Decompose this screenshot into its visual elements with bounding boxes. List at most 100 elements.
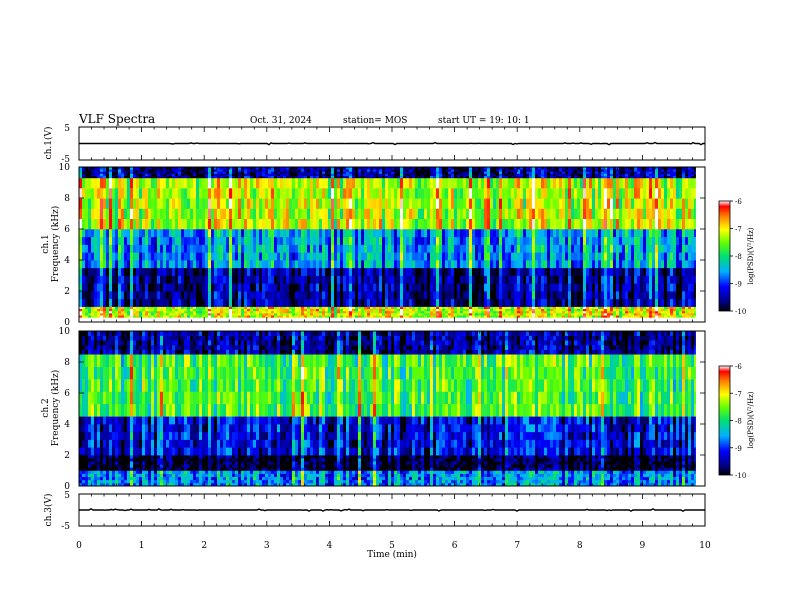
spectrogram-cell xyxy=(592,298,596,307)
spectrogram-cell xyxy=(442,308,446,312)
spectrogram-cell xyxy=(517,244,521,253)
spectrogram-cell xyxy=(628,315,632,318)
spectrogram-cell xyxy=(79,260,83,269)
spectrogram-cell xyxy=(208,252,212,261)
spectrogram-cell xyxy=(469,275,473,284)
spectrogram-cell xyxy=(466,173,470,176)
spectrogram-cell xyxy=(559,208,563,219)
spectrogram-cell xyxy=(364,169,368,172)
spectrogram-cell xyxy=(199,308,203,312)
spectrogram-cell xyxy=(625,171,629,174)
spectrogram-cell xyxy=(226,275,230,284)
spectrogram-cell xyxy=(202,275,206,284)
spectrogram-cell xyxy=(130,267,134,276)
spectrogram-cell xyxy=(241,252,245,261)
spectrogram-cell xyxy=(190,267,194,276)
spectrogram-cell xyxy=(394,169,398,172)
spectrogram-cell xyxy=(82,173,86,176)
spectrogram-cell xyxy=(196,236,200,245)
spectrogram-cell xyxy=(244,173,248,176)
spectrogram-cell xyxy=(547,308,551,312)
spectrogram-cell xyxy=(79,313,83,316)
spectrogram-cell xyxy=(655,218,659,230)
spectrogram-cell xyxy=(181,236,185,245)
spectrogram-cell xyxy=(403,208,407,219)
spectrogram-cell xyxy=(613,229,617,238)
spectrogram-cell xyxy=(307,315,311,318)
spectrogram-cell xyxy=(559,283,563,292)
spectrogram-cell xyxy=(592,291,596,300)
spectrogram-cell xyxy=(631,291,635,300)
spectrogram-cell xyxy=(475,169,479,172)
spectrogram-cell xyxy=(277,175,281,179)
spectrogram-cell xyxy=(631,310,635,314)
spectrogram-cell xyxy=(322,315,326,318)
spectrogram-cell xyxy=(592,198,596,209)
spectrogram-cell xyxy=(127,315,131,318)
spectrogram-cell xyxy=(301,313,305,316)
spectrogram-cell xyxy=(448,169,452,172)
spectrogram-cell xyxy=(565,218,569,230)
spectrogram-cell xyxy=(316,275,320,284)
spectrogram-cell xyxy=(154,198,158,209)
spectrogram-cell xyxy=(415,169,419,172)
spectrogram-cell xyxy=(259,313,263,316)
spectrogram-cell xyxy=(211,198,215,209)
spectrogram-cell xyxy=(622,167,626,170)
spectrogram-cell xyxy=(517,283,521,292)
spectrogram-cell xyxy=(475,198,479,209)
spectrogram-cell xyxy=(262,252,266,261)
spectrogram-cell xyxy=(148,313,152,316)
spectrogram-cell xyxy=(631,244,635,253)
spectrogram-cell xyxy=(190,275,194,284)
spectrogram-cell xyxy=(583,298,587,307)
spectrogram-cell xyxy=(457,198,461,209)
spectrogram-cell xyxy=(352,229,356,238)
spectrogram-cell xyxy=(112,177,116,189)
spectrogram-cell xyxy=(262,188,266,199)
spectrogram-cell xyxy=(331,252,335,261)
spectrogram-cell xyxy=(646,175,650,179)
spectrogram-cell xyxy=(586,198,590,209)
spectrogram-cell xyxy=(460,169,464,172)
spectrogram-cell xyxy=(127,177,131,189)
spectrogram-cell xyxy=(529,298,533,307)
spectrogram-cell xyxy=(133,310,137,314)
spectrogram-cell xyxy=(406,310,410,314)
spectrogram-cell xyxy=(403,306,407,309)
spectrogram-cell xyxy=(115,308,119,312)
spectrogram-cell xyxy=(442,298,446,307)
spectrogram-cell xyxy=(556,313,560,316)
spectrogram-cell xyxy=(283,229,287,238)
spectrogram-cell xyxy=(622,260,626,269)
spectrogram-cell xyxy=(160,260,164,269)
spectrogram-cell xyxy=(451,236,455,245)
spectrogram-cell xyxy=(328,260,332,269)
spectrogram-cell xyxy=(313,198,317,209)
spectrogram-cell xyxy=(283,173,287,176)
spectrogram-cell xyxy=(556,315,560,318)
spectrogram-cell xyxy=(373,252,377,261)
spectrogram-cell xyxy=(154,171,158,174)
spectrogram-cell xyxy=(661,291,665,300)
spectrogram-cell xyxy=(304,177,308,189)
spectrogram-cell xyxy=(343,177,347,189)
spectrogram-cell xyxy=(151,252,155,261)
spectrogram-cell xyxy=(256,291,260,300)
spectrogram-cell xyxy=(169,267,173,276)
spectrogram-cell xyxy=(118,229,122,238)
spectrogram-cell xyxy=(340,198,344,209)
spectrogram-cell xyxy=(517,252,521,261)
spectrogram-cell xyxy=(487,275,491,284)
spectrogram-cell xyxy=(415,188,419,199)
spectrogram-cell xyxy=(250,173,254,176)
spectrogram-cell xyxy=(514,169,518,172)
spectrogram-cell xyxy=(232,236,236,245)
spectrogram-cell xyxy=(130,298,134,307)
spectrogram-cell xyxy=(307,306,311,309)
spectrogram-cell xyxy=(208,275,212,284)
spectrogram-cell xyxy=(220,260,224,269)
spectrogram-cell xyxy=(91,167,95,170)
spectrogram-cell xyxy=(457,308,461,312)
spectrogram-cell xyxy=(601,188,605,199)
